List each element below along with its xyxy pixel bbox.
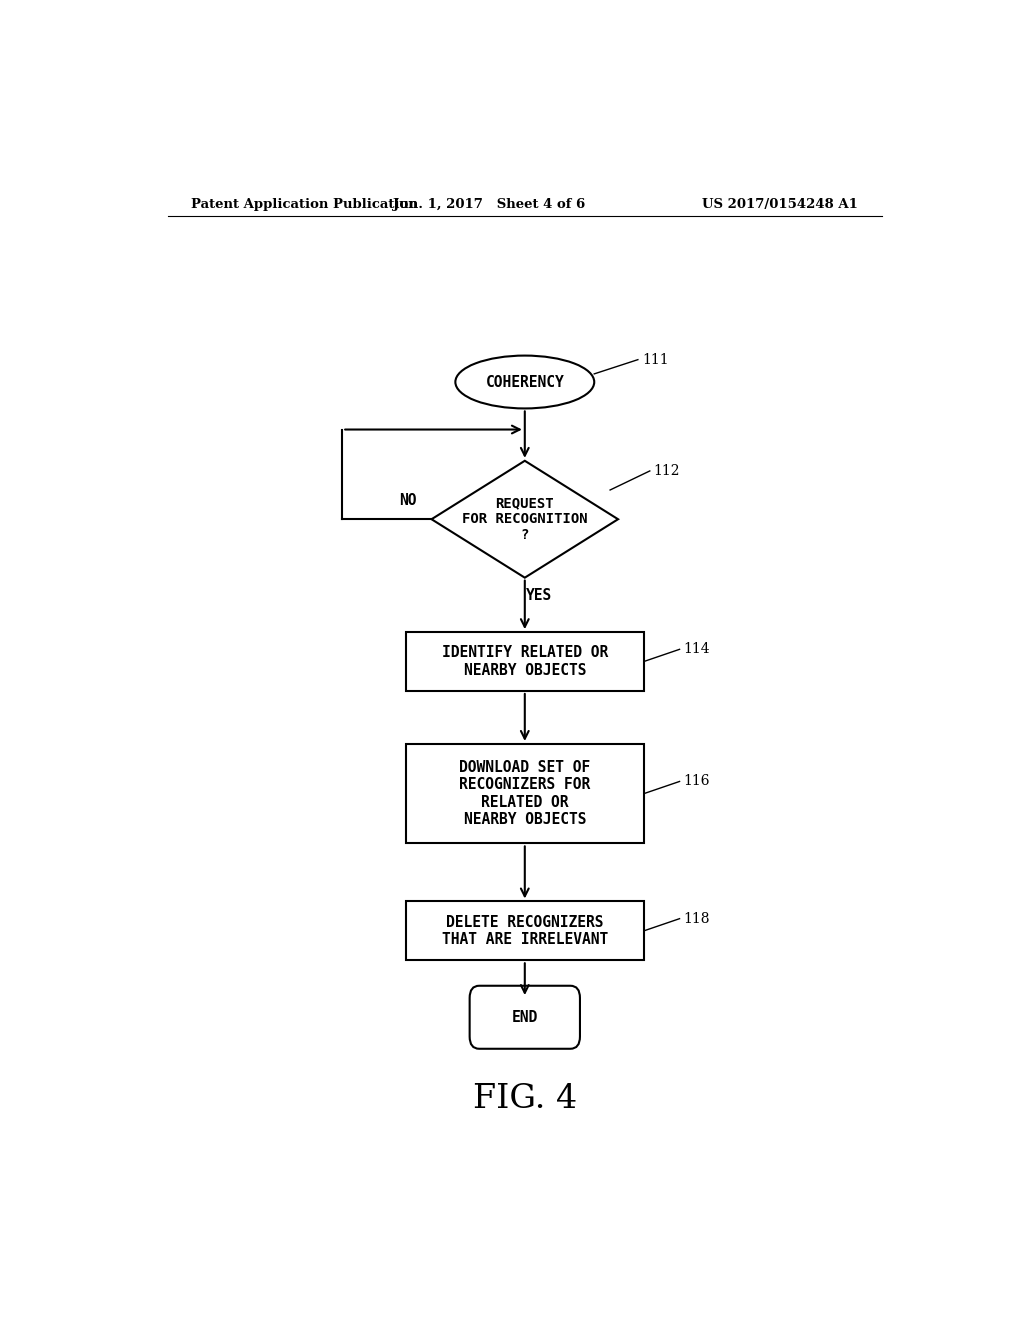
Bar	[406, 902, 644, 961]
Text: END: END	[512, 1010, 538, 1024]
Text: REQUEST
FOR RECOGNITION
?: REQUEST FOR RECOGNITION ?	[462, 496, 588, 543]
FancyBboxPatch shape	[470, 986, 580, 1049]
Text: YES: YES	[526, 589, 552, 603]
Bar	[406, 632, 644, 690]
Text: 114: 114	[684, 643, 711, 656]
Text: FIG. 4: FIG. 4	[473, 1082, 577, 1114]
Text: IDENTIFY RELATED OR
NEARBY OBJECTS: IDENTIFY RELATED OR NEARBY OBJECTS	[441, 645, 608, 677]
Ellipse shape	[456, 355, 594, 408]
Polygon shape	[431, 461, 618, 578]
Text: Jun. 1, 2017   Sheet 4 of 6: Jun. 1, 2017 Sheet 4 of 6	[393, 198, 585, 211]
Text: US 2017/0154248 A1: US 2017/0154248 A1	[702, 198, 858, 211]
Text: 111: 111	[642, 352, 669, 367]
Text: 116: 116	[684, 775, 710, 788]
Bar	[406, 744, 644, 843]
Text: DOWNLOAD SET OF
RECOGNIZERS FOR
RELATED OR
NEARBY OBJECTS: DOWNLOAD SET OF RECOGNIZERS FOR RELATED …	[459, 760, 591, 828]
Text: NO: NO	[399, 494, 417, 508]
Text: COHERENCY: COHERENCY	[485, 375, 564, 389]
Text: DELETE RECOGNIZERS
THAT ARE IRRELEVANT: DELETE RECOGNIZERS THAT ARE IRRELEVANT	[441, 915, 608, 946]
Text: 118: 118	[684, 912, 710, 925]
Text: Patent Application Publication: Patent Application Publication	[191, 198, 418, 211]
Text: 112: 112	[653, 463, 680, 478]
